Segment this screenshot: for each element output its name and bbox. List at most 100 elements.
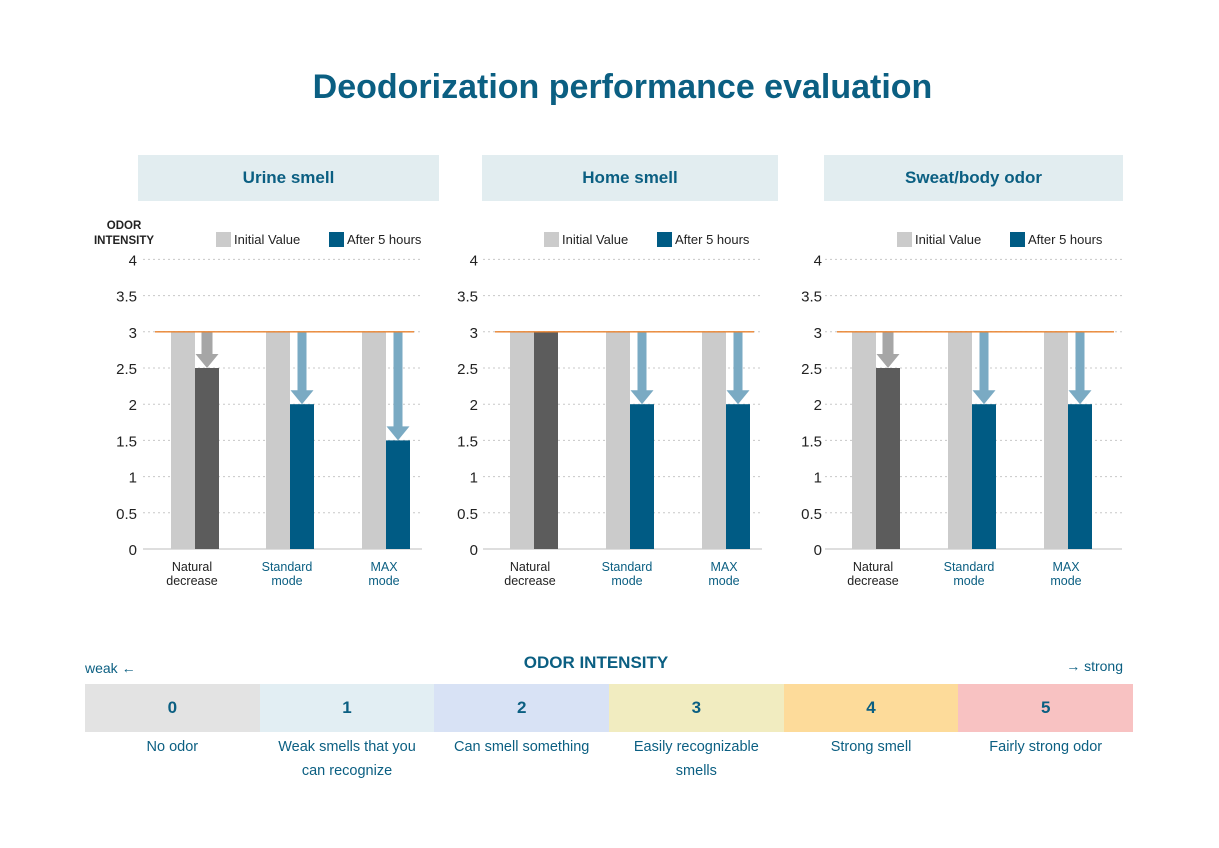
bar-initial bbox=[171, 331, 195, 549]
legend-after-swatch bbox=[657, 232, 672, 247]
x-tick-label: decrease bbox=[847, 574, 898, 588]
x-tick-label: mode bbox=[368, 574, 399, 588]
decrease-arrow bbox=[876, 331, 900, 368]
x-tick-label: Standard bbox=[262, 560, 313, 574]
x-tick-label: mode bbox=[708, 574, 739, 588]
bar-after bbox=[195, 368, 219, 549]
x-tick-label: Natural bbox=[853, 560, 893, 574]
bar-after bbox=[726, 404, 750, 549]
bar-initial bbox=[362, 331, 386, 549]
y-tick-label: 0.5 bbox=[801, 506, 822, 523]
y-tick-label: 0 bbox=[129, 542, 137, 559]
bar-initial bbox=[852, 331, 876, 549]
y-tick-label: 1 bbox=[814, 470, 822, 487]
x-tick-label: decrease bbox=[504, 574, 555, 588]
y-tick-label: 0 bbox=[814, 542, 822, 559]
panel-title-urine: Urine smell bbox=[138, 155, 439, 201]
y-tick-label: 2 bbox=[814, 397, 822, 414]
x-tick-label: Natural bbox=[510, 560, 550, 574]
legend-initial-label: Initial Value bbox=[234, 232, 300, 247]
bar-initial bbox=[948, 331, 972, 549]
y-tick-label: 1.5 bbox=[457, 433, 478, 450]
y-tick-label: 3 bbox=[129, 325, 137, 342]
y-tick-label: 0 bbox=[470, 542, 478, 559]
y-tick-label: 3 bbox=[814, 325, 822, 342]
y-tick-label: 4 bbox=[129, 252, 137, 269]
decrease-arrow bbox=[195, 331, 219, 368]
y-tick-label: 0.5 bbox=[116, 506, 137, 523]
decrease-arrow bbox=[726, 331, 750, 405]
bar-after bbox=[1068, 404, 1092, 549]
y-tick-label: 2 bbox=[470, 397, 478, 414]
legend-initial-label: Initial Value bbox=[915, 232, 981, 247]
x-tick-label: mode bbox=[953, 574, 984, 588]
y-tick-label: 3.5 bbox=[801, 289, 822, 306]
bar-initial bbox=[606, 331, 630, 549]
scale-level-3: 3 bbox=[609, 684, 784, 732]
y-tick-label: 0.5 bbox=[457, 506, 478, 523]
y-tick-label: 1.5 bbox=[116, 433, 137, 450]
x-tick-label: mode bbox=[611, 574, 642, 588]
bar-initial bbox=[510, 331, 534, 549]
scale-level-1: 1 bbox=[259, 684, 435, 732]
x-tick-label: mode bbox=[1050, 574, 1081, 588]
chart-panel-2: 0 0.5 1 1.5 2 2.5 3 3.5 4 Initial Value After 5 ho… bbox=[801, 232, 1122, 588]
y-tick-label: 2.5 bbox=[801, 361, 822, 378]
y-tick-label: 3.5 bbox=[457, 289, 478, 306]
bar-after bbox=[972, 404, 996, 549]
scale-descriptions: No odor Weak smells that you can recogni… bbox=[85, 735, 1133, 783]
legend-after-label: After 5 hours bbox=[1028, 232, 1103, 247]
legend-initial-swatch bbox=[544, 232, 559, 247]
decrease-arrow bbox=[630, 331, 654, 405]
scale-desc-5: Fairly strong odor bbox=[989, 739, 1103, 755]
scale-desc-2: Can smell something bbox=[453, 739, 590, 755]
x-tick-label: Natural bbox=[172, 560, 212, 574]
scale-desc-0: No odor bbox=[146, 739, 199, 755]
scale-desc-4: Strong smell bbox=[830, 739, 912, 755]
bar-after bbox=[630, 404, 654, 549]
x-tick-label: mode bbox=[271, 574, 302, 588]
legend-after-label: After 5 hours bbox=[675, 232, 750, 247]
bar-after bbox=[876, 368, 900, 549]
panel-title-home: Home smell bbox=[482, 155, 778, 201]
scale-desc-3: Easily recognizable smells bbox=[633, 739, 759, 779]
strong-label: → strong bbox=[1066, 658, 1123, 674]
y-tick-label: 4 bbox=[814, 252, 822, 269]
legend-after-label: After 5 hours bbox=[347, 232, 422, 247]
page-title: Deodorization performance evaluation bbox=[312, 68, 933, 106]
panel-title-sweat: Sweat/body odor bbox=[824, 155, 1123, 201]
decrease-arrow bbox=[972, 331, 996, 405]
y-tick-label: 1 bbox=[129, 470, 137, 487]
x-tick-label: MAX bbox=[710, 560, 738, 574]
scale-level-5: 5 bbox=[958, 684, 1134, 732]
x-tick-label: MAX bbox=[370, 560, 398, 574]
decrease-arrow bbox=[290, 331, 314, 405]
y-tick-label: 4 bbox=[470, 252, 478, 269]
decrease-arrow bbox=[1068, 331, 1092, 405]
scale-title: ODOR INTENSITY bbox=[523, 653, 669, 672]
bar-after bbox=[534, 331, 558, 549]
bar-after bbox=[290, 404, 314, 549]
x-tick-label: decrease bbox=[166, 574, 217, 588]
legend-after-swatch bbox=[1010, 232, 1025, 247]
legend-initial-swatch bbox=[897, 232, 912, 247]
y-tick-label: 3.5 bbox=[116, 289, 137, 306]
x-tick-label: Standard bbox=[602, 560, 653, 574]
intensity-scale: 0 1 2 3 4 5 bbox=[85, 684, 1134, 732]
y-tick-label: 3 bbox=[470, 325, 478, 342]
x-tick-label: Standard bbox=[944, 560, 995, 574]
chart-panel-1: 0 0.5 1 1.5 2 2.5 3 3.5 4 Initial Value After 5 ho… bbox=[457, 232, 762, 588]
y-tick-label: 2.5 bbox=[457, 361, 478, 378]
y-tick-label: 2.5 bbox=[116, 361, 137, 378]
y-tick-label: 1.5 bbox=[801, 433, 822, 450]
decrease-arrow bbox=[386, 331, 410, 441]
scale-desc-1: Weak smells that you can recognize bbox=[278, 739, 416, 779]
scale-level-2: 2 bbox=[434, 684, 610, 732]
bar-after bbox=[386, 440, 410, 549]
bar-initial bbox=[266, 331, 290, 549]
scale-level-0: 0 bbox=[85, 684, 260, 732]
legend-after-swatch bbox=[329, 232, 344, 247]
bar-initial bbox=[702, 331, 726, 549]
scale-level-4: 4 bbox=[783, 684, 959, 732]
